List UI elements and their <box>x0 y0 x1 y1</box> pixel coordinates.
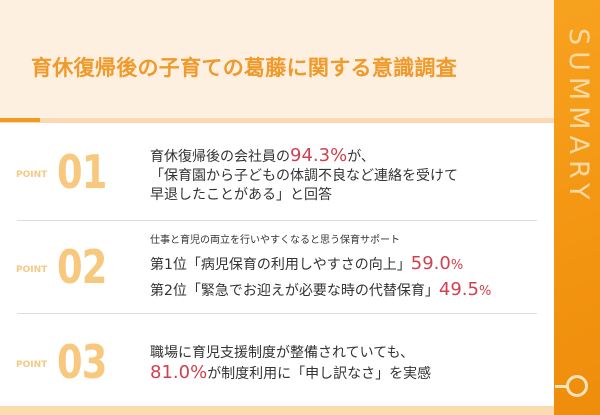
bottom-band <box>0 406 554 415</box>
header-accent <box>0 118 40 122</box>
point-3-text: 職場に育児支援制度が整備されていても、 81.0%が制度利用に「申し訳なさ」を実… <box>150 345 432 383</box>
point-number: 03 <box>57 335 107 389</box>
header <box>0 0 554 122</box>
header-divider <box>0 118 554 123</box>
ring-icon <box>566 375 588 397</box>
divider <box>17 313 537 314</box>
page-title: 育休復帰後の子育ての葛藤に関する意識調査 <box>31 56 457 80</box>
summary-panel <box>0 123 554 408</box>
point-number: 01 <box>57 145 107 199</box>
point-label: POINT <box>16 265 48 275</box>
point-number: 02 <box>57 240 107 294</box>
divider <box>17 220 537 221</box>
ring-connector <box>555 385 567 388</box>
point-1-text: 育休復帰後の会社員の94.3%が、 「保育園から子どもの体調不良など連絡を受けて… <box>150 145 458 203</box>
point-2-text: 仕事と育児の両立を行いやすくなると思う保育サポート 第1位「病児保育の利用しやす… <box>150 235 492 300</box>
point-label: POINT <box>16 360 48 370</box>
side-band <box>554 0 600 415</box>
side-label: SUMMARY <box>563 28 594 206</box>
point-label: POINT <box>16 170 48 180</box>
